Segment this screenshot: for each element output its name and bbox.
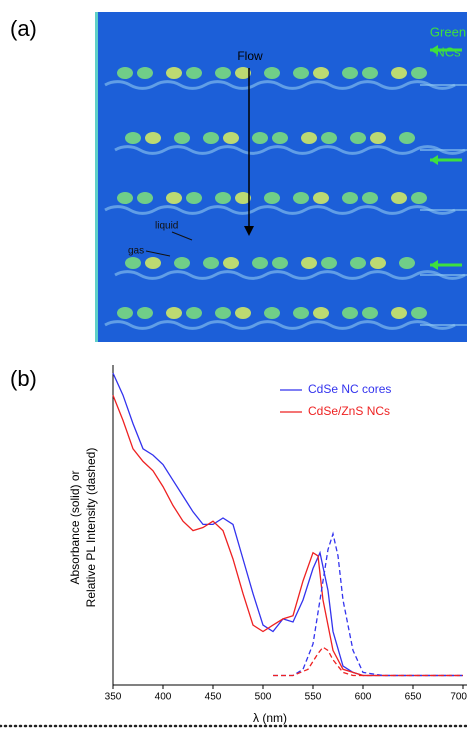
inlet-label: NCs (435, 44, 461, 59)
droplet (166, 192, 182, 204)
droplet (411, 192, 427, 204)
droplet (137, 307, 153, 319)
droplet (321, 132, 337, 144)
droplet (293, 67, 309, 79)
droplet (301, 257, 317, 269)
droplet (342, 307, 358, 319)
droplet (137, 192, 153, 204)
droplet (125, 132, 141, 144)
droplet (272, 257, 288, 269)
droplet (293, 192, 309, 204)
x-tick-label: 650 (405, 692, 422, 703)
droplet (125, 257, 141, 269)
droplet (370, 257, 386, 269)
droplet (272, 132, 288, 144)
droplet (215, 307, 231, 319)
droplet (166, 67, 182, 79)
droplet (411, 307, 427, 319)
droplet (350, 132, 366, 144)
x-tick-label: 550 (305, 692, 322, 703)
y-axis-label: Relative PL Intensity (dashed) (84, 448, 98, 608)
droplet (264, 307, 280, 319)
droplet (399, 132, 415, 144)
droplet (313, 67, 329, 79)
droplet (215, 67, 231, 79)
droplet (137, 67, 153, 79)
droplet (186, 192, 202, 204)
panel-label: (a) (10, 16, 37, 41)
photo-edge (95, 12, 98, 342)
line (113, 373, 463, 675)
line (273, 647, 463, 675)
droplet (391, 307, 407, 319)
droplet (235, 307, 251, 319)
droplet (342, 67, 358, 79)
droplet (252, 257, 268, 269)
droplet (391, 67, 407, 79)
droplet (203, 257, 219, 269)
legend-label: CdSe NC cores (308, 382, 391, 396)
droplet (252, 132, 268, 144)
micrograph (95, 12, 467, 342)
droplet (362, 307, 378, 319)
droplet (174, 257, 190, 269)
x-tick-label: 600 (355, 692, 372, 703)
droplet (264, 192, 280, 204)
droplet (117, 307, 133, 319)
gas-label: gas (128, 246, 144, 257)
x-tick-label: 500 (255, 692, 272, 703)
droplet (362, 67, 378, 79)
droplet (301, 132, 317, 144)
x-tick-label: 450 (205, 692, 222, 703)
droplet (117, 192, 133, 204)
droplet (391, 192, 407, 204)
droplet (342, 192, 358, 204)
droplet (370, 132, 386, 144)
chart: 350 400 450 500 550 600 650 700 λ (nm) Absorbance… (68, 365, 467, 725)
x-tick-label: 400 (155, 692, 172, 703)
inlet-label: Green (430, 24, 466, 39)
droplet (264, 67, 280, 79)
droplet (293, 307, 309, 319)
droplet (223, 257, 239, 269)
line (113, 395, 463, 675)
droplet (145, 257, 161, 269)
x-tick-label: 350 (105, 692, 122, 703)
droplet (223, 132, 239, 144)
droplet (186, 67, 202, 79)
droplet (145, 132, 161, 144)
droplet (399, 257, 415, 269)
legend-label: CdSe/ZnS NCs (308, 404, 390, 418)
liquid-label: liquid (155, 221, 178, 232)
photo-background (95, 12, 467, 342)
droplet (350, 257, 366, 269)
droplet (411, 67, 427, 79)
droplet (174, 132, 190, 144)
droplet (203, 132, 219, 144)
droplet (313, 192, 329, 204)
x-axis-label: λ (nm) (253, 711, 287, 725)
droplet (313, 307, 329, 319)
droplet (215, 192, 231, 204)
y-axis-label: Absorbance (solid) or (68, 470, 82, 584)
figure: (a) Flow liquid gas Green NCs (b) 350 400… (0, 0, 467, 730)
flow-label: Flow (237, 49, 263, 63)
panel-label: (b) (10, 366, 37, 391)
droplet (362, 192, 378, 204)
droplet (166, 307, 182, 319)
droplet (117, 67, 133, 79)
droplet (321, 257, 337, 269)
x-tick-label: 700 (450, 692, 467, 703)
droplet (186, 307, 202, 319)
